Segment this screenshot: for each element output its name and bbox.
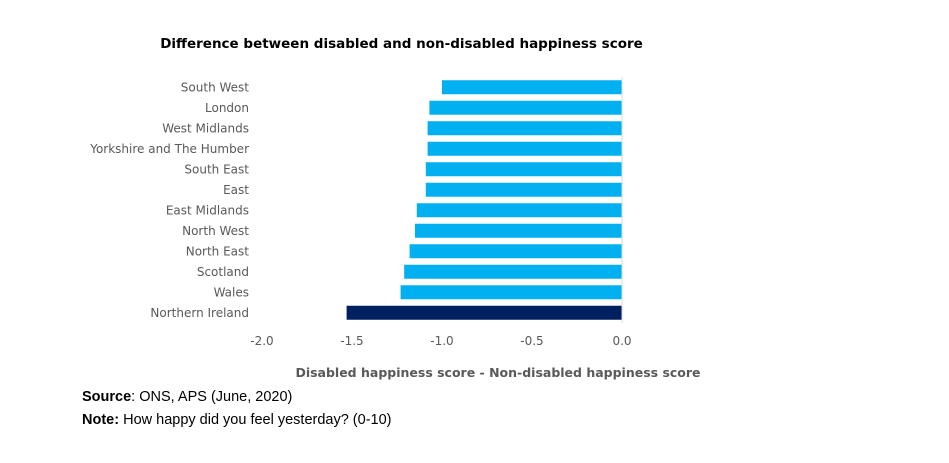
question-note: Note: How happy did you feel yesterday? … (82, 412, 392, 428)
x-tick-labels: -2.0 -1.5 -1.0 -0.5 0.0 (250, 334, 631, 348)
bar-east-midlands (416, 203, 622, 218)
bar-north-east (409, 244, 622, 259)
x-tick-label: -2.0 (250, 334, 273, 348)
x-tick-label: -0.5 (520, 334, 543, 348)
category-label: North West (182, 224, 249, 238)
category-label: West Midlands (162, 121, 249, 135)
category-label: London (205, 101, 249, 115)
source-note: Source: ONS, APS (June, 2020) (82, 389, 292, 405)
x-tick-label: -1.5 (340, 334, 363, 348)
category-label: East Midlands (166, 203, 249, 217)
bar-london (429, 100, 622, 115)
category-label: South West (181, 80, 249, 94)
bar-scotland (404, 264, 622, 279)
bar-yorkshire-and-the-humber (427, 141, 622, 156)
bar-south-east (425, 162, 622, 177)
category-label: North East (186, 244, 250, 258)
bar-northern-ireland (346, 305, 622, 320)
bars (346, 80, 622, 320)
category-label: Scotland (197, 265, 249, 279)
category-label: Wales (214, 285, 249, 299)
bar-east (425, 182, 622, 197)
bar-south-west (442, 80, 622, 95)
category-label: South East (184, 162, 249, 176)
chart-title: Difference between disabled and non-disa… (160, 36, 643, 52)
bar-wales (400, 285, 622, 300)
note-key: Note: (82, 412, 120, 428)
source-key: Source (82, 389, 132, 405)
category-label: Yorkshire and The Humber (89, 142, 249, 156)
bar-west-midlands (427, 121, 622, 136)
bar-north-west (415, 223, 622, 238)
category-label: Northern Ireland (150, 306, 249, 320)
category-label: East (223, 183, 249, 197)
category-labels: South West London West Midlands Yorkshire a… (89, 80, 249, 320)
source-text: : ONS, APS (June, 2020) (131, 389, 293, 405)
x-tick-label: -1.0 (430, 334, 453, 348)
x-tick-label: 0.0 (612, 334, 631, 348)
note-text: How happy did you feel yesterday? (0-10) (119, 412, 392, 428)
x-axis-title: Disabled happiness score - Non-disabled … (295, 365, 701, 380)
